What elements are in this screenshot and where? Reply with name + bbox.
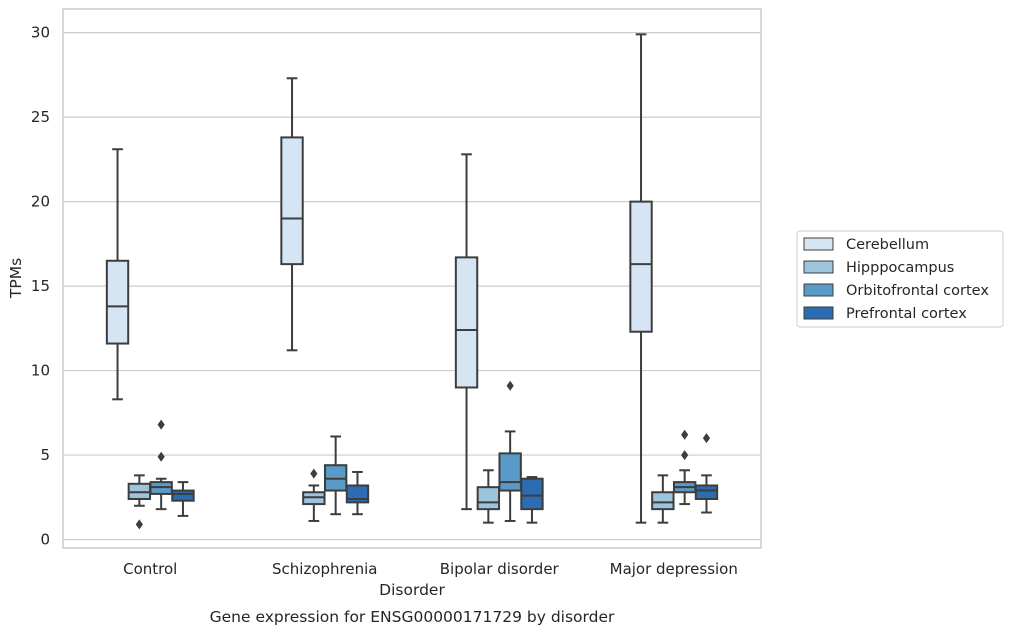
outlier-point — [157, 419, 165, 430]
box-prefrontal-cortex — [345, 470, 370, 516]
box-iqr — [105, 259, 130, 345]
y-tick-label: 10 — [31, 362, 50, 380]
box-orbitofrontal-cortex — [323, 435, 348, 516]
box-iqr — [629, 200, 653, 333]
box-cerebellum — [105, 148, 130, 401]
box-orbitofrontal-cortex — [149, 419, 173, 511]
legend-swatch — [803, 260, 834, 274]
outlier-point — [506, 380, 514, 391]
box-hipppocampus — [127, 474, 152, 530]
box-iqr — [520, 477, 544, 511]
y-tick-labels: 0 5 10 15 20 25 30 — [31, 24, 50, 549]
box-cerebellum — [629, 33, 653, 524]
legend-swatch — [803, 306, 834, 320]
box-cerebellum — [280, 77, 304, 352]
box-iqr — [171, 489, 195, 502]
box-orbitofrontal-cortex — [498, 380, 522, 522]
box-hipppocampus — [476, 469, 501, 524]
box-iqr — [280, 136, 304, 266]
box-orbitofrontal-cortex — [672, 429, 697, 506]
box-iqr — [651, 491, 675, 511]
box-iqr — [454, 256, 479, 389]
outlier-point — [702, 433, 711, 444]
x-tick-label: Control — [123, 560, 177, 578]
x-axis-label: Disorder — [379, 581, 445, 599]
legend-label: Orbitofrontal cortex — [846, 283, 989, 299]
y-tick-label: 5 — [40, 446, 50, 464]
x-tick-labels: Control Schizophrenia Bipolar disorder Majo… — [123, 560, 738, 578]
y-tick-label: 0 — [40, 531, 50, 549]
y-tick-label: 20 — [31, 193, 50, 211]
grid-lines — [63, 32, 761, 541]
chart-caption: Gene expression for ENSG00000171729 by d… — [210, 608, 615, 626]
x-tick-label: Major depression — [610, 560, 738, 578]
box-hipppocampus — [651, 474, 675, 524]
box-iqr — [498, 452, 522, 492]
box-groups — [105, 33, 719, 530]
legend-swatch — [803, 283, 834, 297]
legend-swatch — [803, 237, 834, 251]
x-tick-label: Bipolar disorder — [440, 560, 560, 578]
box-cerebellum — [454, 153, 479, 511]
box-hipppocampus — [302, 468, 326, 522]
outlier-point — [157, 451, 165, 462]
legend-frame — [796, 230, 1004, 328]
y-tick-label: 25 — [31, 108, 50, 126]
plot-frame — [62, 8, 762, 549]
y-tick-label: 15 — [31, 277, 50, 295]
outlier-point — [681, 450, 689, 461]
box-iqr — [694, 484, 719, 500]
outlier-point — [310, 468, 318, 479]
box-prefrontal-cortex — [520, 476, 544, 524]
legend-label: Prefrontal cortex — [846, 306, 967, 322]
outlier-point — [681, 429, 689, 440]
box-iqr — [476, 486, 501, 511]
legend: Cerebellum Hipppocampus Orbitofrontal cort… — [796, 230, 1004, 328]
outlier-point — [135, 519, 143, 530]
y-axis-label: TPMs — [7, 258, 25, 299]
box-prefrontal-cortex — [171, 481, 195, 517]
legend-items: Cerebellum Hipppocampus Orbitofrontal cort… — [803, 237, 989, 322]
legend-label: Cerebellum — [846, 237, 929, 253]
legend-label: Hipppocampus — [846, 260, 954, 276]
box-prefrontal-cortex — [694, 433, 719, 514]
x-tick-label: Schizophrenia — [272, 560, 377, 578]
y-tick-label: 30 — [31, 24, 50, 42]
